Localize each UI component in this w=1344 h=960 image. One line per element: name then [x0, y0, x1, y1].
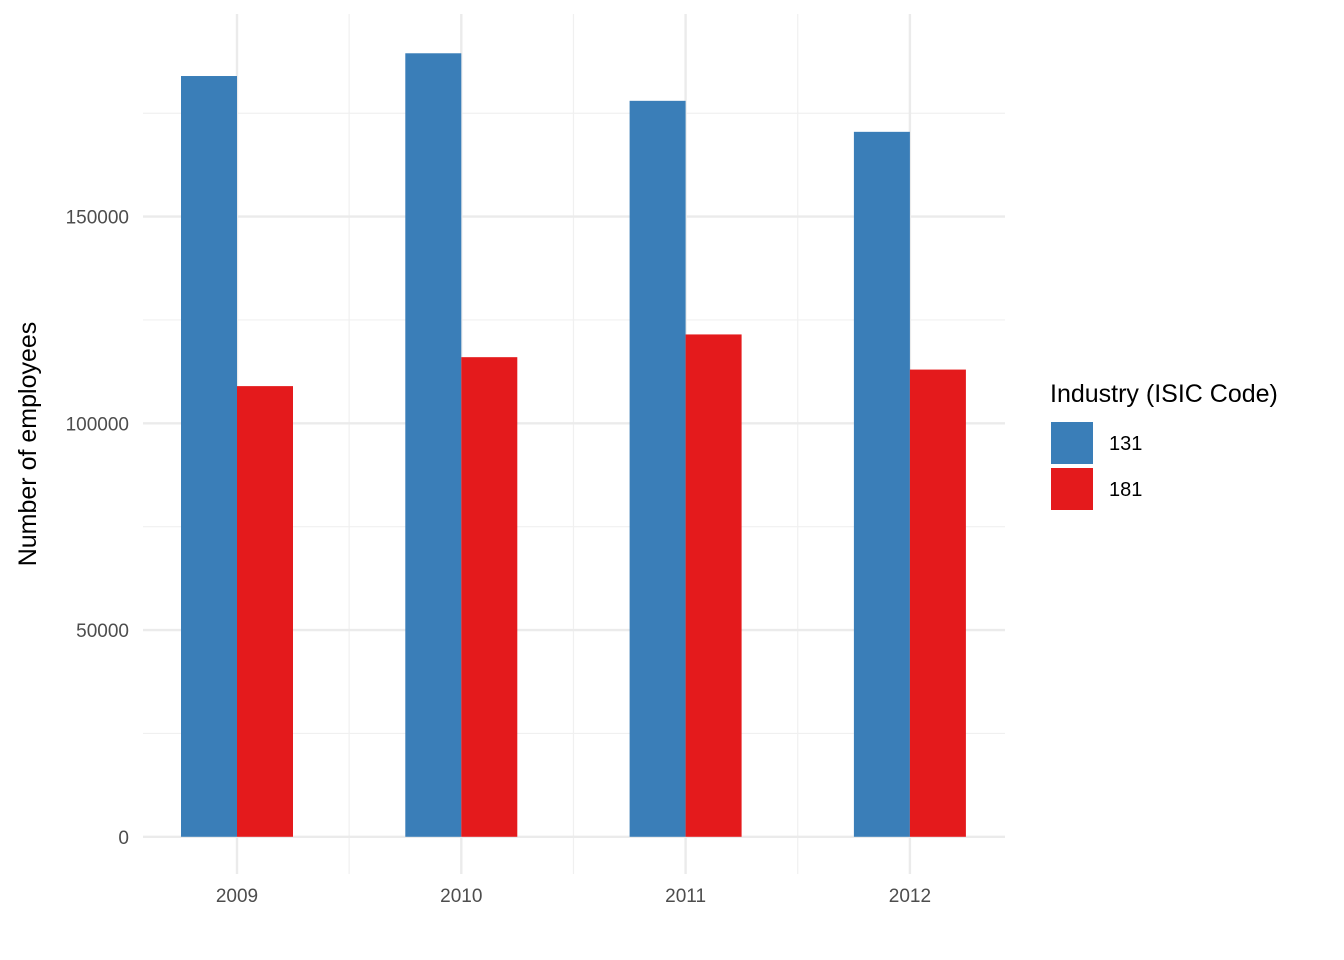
- y-axis-title: Number of employees: [14, 322, 42, 567]
- legend-swatch-181: [1051, 468, 1093, 510]
- x-tick-label: 2010: [440, 886, 482, 907]
- bar-series-131-2009: [181, 76, 237, 837]
- legend-swatch-131: [1051, 422, 1093, 464]
- x-tick-label: 2009: [216, 886, 258, 907]
- y-tick-label: 0: [118, 828, 129, 849]
- bar-series-181-2012: [909, 369, 966, 837]
- x-axis-tick-labels: 2009 2010 2011 2012: [216, 886, 931, 907]
- x-tick-label: 2012: [889, 886, 931, 907]
- legend-title: Industry (ISIC Code): [1050, 380, 1278, 408]
- legend: Industry (ISIC Code) 131 181: [1050, 380, 1278, 510]
- bar-series-181-2009: [237, 386, 293, 837]
- legend-label-131: 131: [1109, 433, 1142, 455]
- y-axis-tick-labels: 0 50000 100000 150000: [66, 208, 129, 849]
- x-tick-label: 2011: [665, 886, 706, 907]
- bar-series-131-2011: [629, 100, 686, 837]
- bar-series-181-2011: [685, 334, 742, 837]
- y-tick-label: 100000: [66, 414, 129, 435]
- bar-series-181-2010: [461, 357, 518, 837]
- y-tick-label: 150000: [66, 208, 129, 229]
- y-tick-label: 50000: [76, 621, 129, 642]
- legend-label-181: 181: [1109, 479, 1142, 501]
- legend-items: 131 181: [1051, 422, 1142, 510]
- bar-series-131-2012: [853, 131, 910, 837]
- bar-series-131-2010: [405, 53, 462, 837]
- bars: [181, 53, 966, 837]
